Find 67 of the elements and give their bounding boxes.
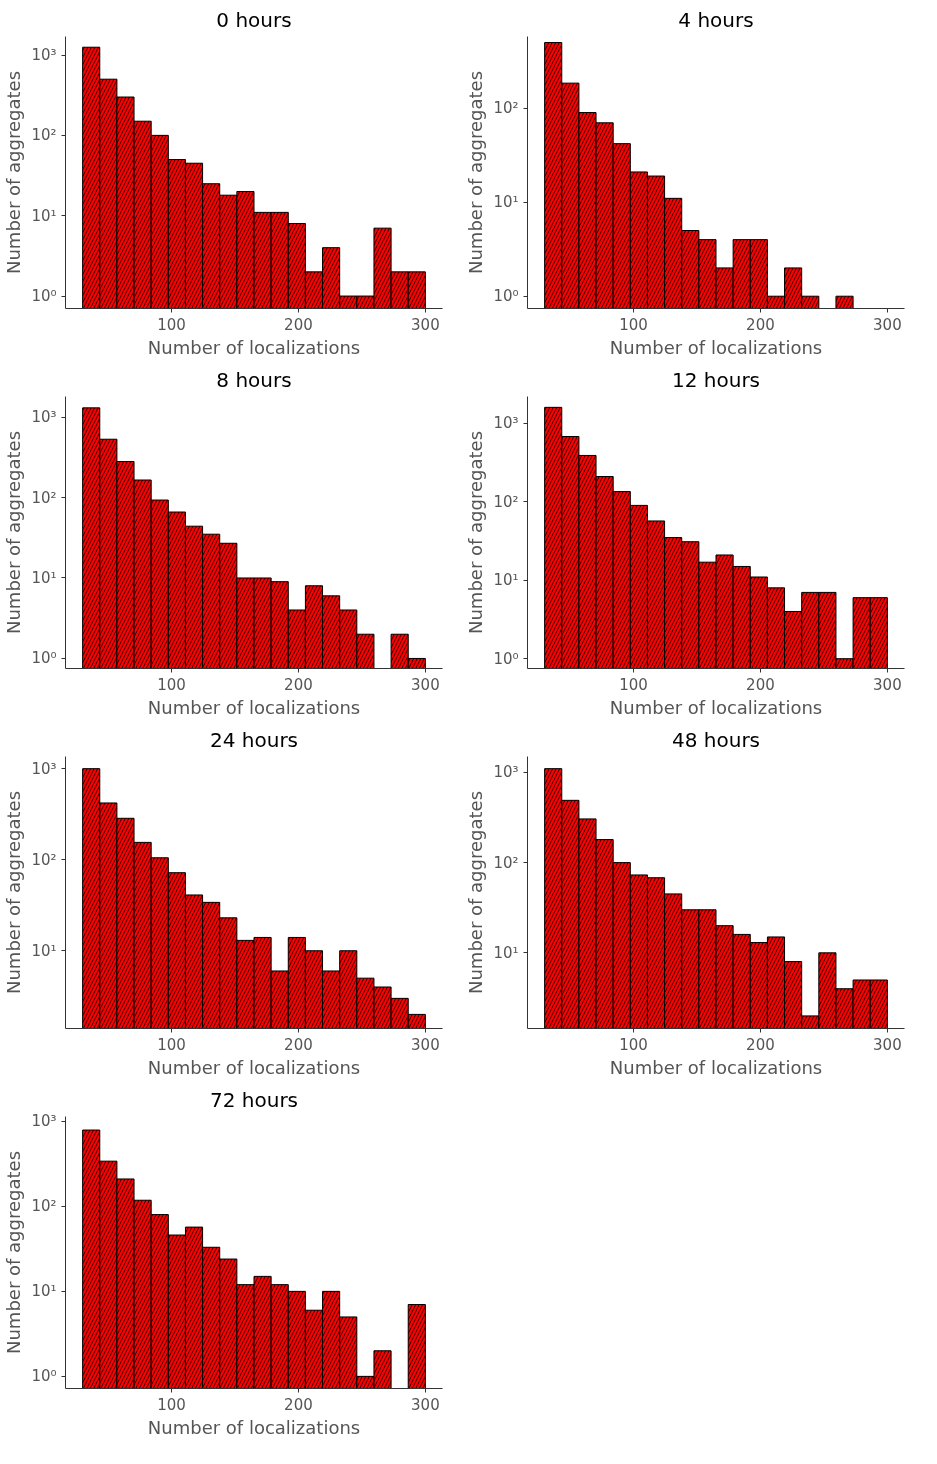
y-axis-title: Number of aggregates <box>3 790 25 995</box>
chart-title: 72 hours <box>209 1087 299 1112</box>
y-tick-label: 10³ <box>31 1112 57 1131</box>
x-tick-label: 100 <box>619 315 648 334</box>
y-tick-label: 10¹ <box>31 568 57 587</box>
y-tick-label: 10¹ <box>493 193 519 212</box>
y-tick-label: 10² <box>31 850 57 869</box>
x-tick-label: 300 <box>411 1035 440 1054</box>
chart-title: 8 hours <box>216 367 292 392</box>
x-tick-label: 300 <box>873 315 902 334</box>
x-tick-label: 200 <box>746 315 775 334</box>
x-tick-label: 100 <box>157 1035 186 1054</box>
x-tick-label: 300 <box>411 1395 440 1414</box>
y-axis-title: Number of aggregates <box>465 70 487 275</box>
x-axis-title: Number of localizations <box>609 1056 823 1078</box>
y-tick-label: 10¹ <box>31 206 57 225</box>
y-tick-label: 10² <box>493 492 519 511</box>
y-tick-label: 10³ <box>493 763 519 782</box>
y-tick-label: 10² <box>31 126 57 145</box>
chart-title: 0 hours <box>216 7 292 32</box>
y-tick-label: 10¹ <box>493 943 519 962</box>
chart-title: 24 hours <box>209 727 299 752</box>
y-tick-label: 10⁰ <box>31 287 57 306</box>
y-tick-label: 10⁰ <box>493 649 519 668</box>
y-axis-title: Number of aggregates <box>465 790 487 995</box>
x-tick-label: 300 <box>873 675 902 694</box>
x-axis-title: Number of localizations <box>147 1056 361 1078</box>
y-tick-label: 10³ <box>493 414 519 433</box>
x-tick-label: 200 <box>284 1035 313 1054</box>
x-tick-label: 100 <box>157 1395 186 1414</box>
y-tick-label: 10¹ <box>493 571 519 590</box>
y-axis-title: Number of aggregates <box>465 430 487 635</box>
x-tick-label: 300 <box>873 1035 902 1054</box>
y-tick-label: 10⁰ <box>31 649 57 668</box>
x-tick-label: 300 <box>411 675 440 694</box>
x-axis-title: Number of localizations <box>609 696 823 718</box>
y-tick-label: 10² <box>493 853 519 872</box>
y-tick-label: 10² <box>493 99 519 118</box>
x-axis-title: Number of localizations <box>147 336 361 358</box>
y-tick-label: 10⁰ <box>493 287 519 306</box>
y-tick-label: 10³ <box>31 759 57 778</box>
x-tick-label: 300 <box>411 315 440 334</box>
x-axis-title: Number of localizations <box>609 336 823 358</box>
y-tick-label: 10¹ <box>31 941 57 960</box>
y-tick-label: 10² <box>31 1197 57 1216</box>
x-tick-label: 200 <box>284 315 313 334</box>
x-tick-label: 200 <box>746 675 775 694</box>
x-axis-title: Number of localizations <box>147 1416 361 1438</box>
x-tick-label: 100 <box>157 675 186 694</box>
y-axis-title: Number of aggregates <box>3 70 25 275</box>
chart-title: 48 hours <box>671 727 761 752</box>
y-tick-label: 10⁰ <box>31 1367 57 1386</box>
y-tick-label: 10³ <box>31 408 57 427</box>
x-tick-label: 200 <box>284 1395 313 1414</box>
y-axis-title: Number of aggregates <box>3 430 25 635</box>
y-tick-label: 10³ <box>31 46 57 65</box>
x-tick-label: 100 <box>157 315 186 334</box>
y-tick-label: 10¹ <box>31 1282 57 1301</box>
chart-title: 12 hours <box>671 367 761 392</box>
y-tick-label: 10² <box>31 488 57 507</box>
x-tick-label: 200 <box>746 1035 775 1054</box>
x-tick-label: 100 <box>619 675 648 694</box>
x-tick-label: 100 <box>619 1035 648 1054</box>
y-axis-title: Number of aggregates <box>3 1150 25 1355</box>
x-tick-label: 200 <box>284 675 313 694</box>
x-axis-title: Number of localizations <box>147 696 361 718</box>
chart-title: 4 hours <box>678 7 754 32</box>
